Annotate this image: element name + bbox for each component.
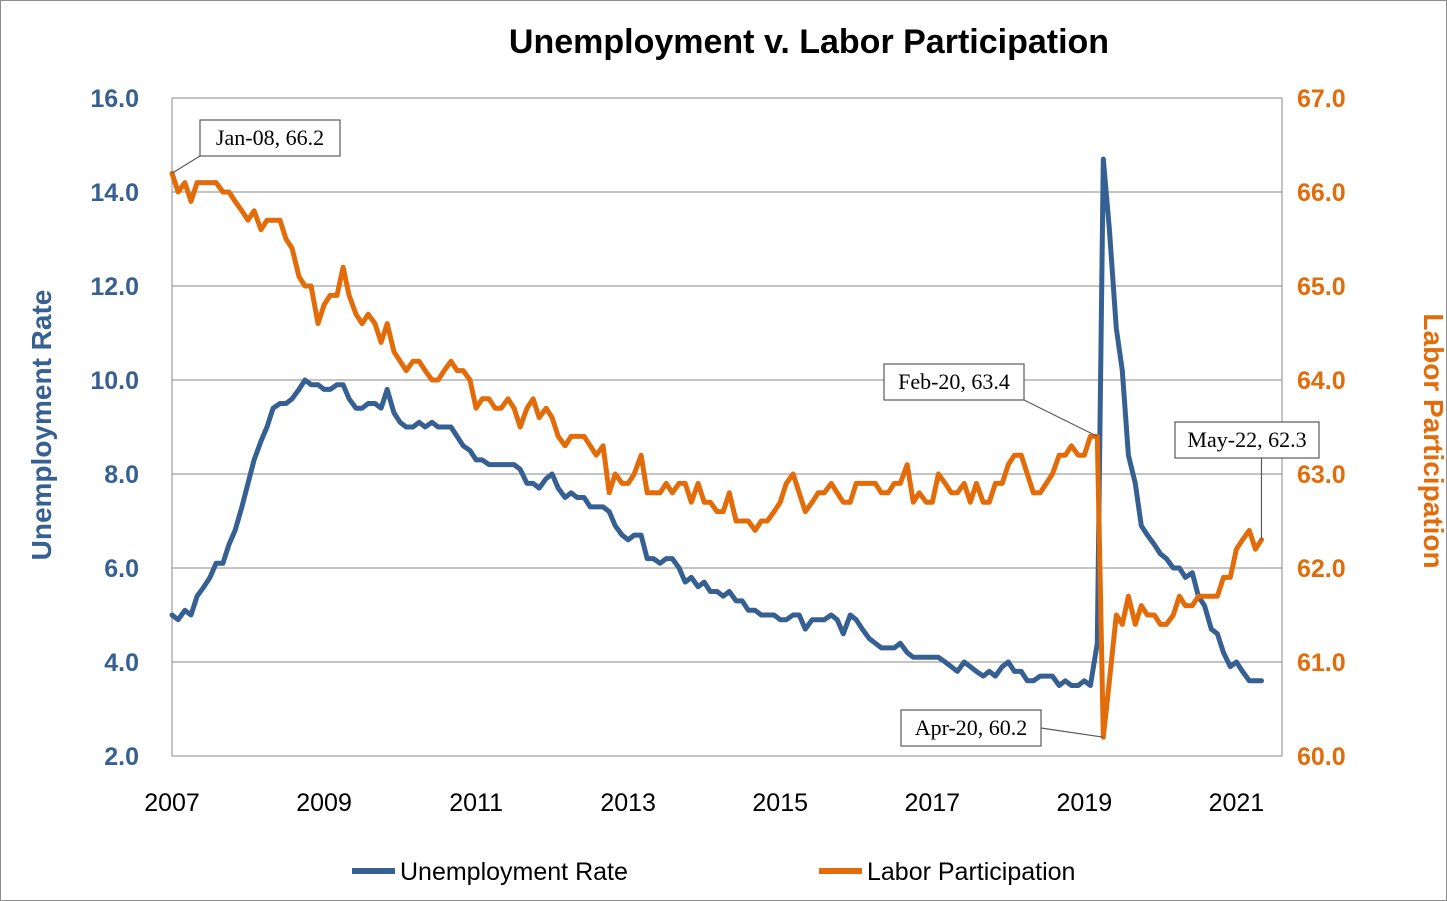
callout-box xyxy=(1174,421,1320,459)
left-tick-label: 10.0 xyxy=(90,367,139,395)
left-tick-label: 2.0 xyxy=(104,743,139,771)
legend: Unemployment Rate Labor Participation xyxy=(352,858,1075,886)
right-tick-label: 61.0 xyxy=(1297,649,1346,677)
callouts: Jan-08, 66.2 Feb-20, 63.4 Apr-20, 60.2 May-… xyxy=(171,119,1320,747)
callout-box xyxy=(199,119,341,157)
callout-label: May-22, 62.3 xyxy=(1187,427,1306,452)
x-tick-label: 2019 xyxy=(1057,789,1113,817)
x-tick-label: 2017 xyxy=(904,789,960,817)
callout-label: Apr-20, 60.2 xyxy=(915,715,1028,740)
series-lines xyxy=(169,156,1264,740)
callout-leader xyxy=(1040,727,1104,738)
right-axis-ticks: 60.0 61.0 62.0 63.0 64.0 65.0 66.0 67.0 xyxy=(1297,85,1346,771)
right-tick-label: 60.0 xyxy=(1297,743,1346,771)
right-tick-label: 67.0 xyxy=(1297,85,1346,113)
x-tick-label: 2021 xyxy=(1209,789,1265,817)
series-line-labor-participation xyxy=(169,170,1264,740)
left-tick-label: 12.0 xyxy=(90,273,139,301)
series-line-unemployment-rate xyxy=(169,156,1264,688)
chart-title: Unemployment v. Labor Participation xyxy=(509,23,1109,61)
left-axis-title: Unemployment Rate xyxy=(26,290,57,561)
left-tick-label: 8.0 xyxy=(104,461,139,489)
left-tick-label: 6.0 xyxy=(104,555,139,583)
callout-label: Feb-20, 63.4 xyxy=(898,369,1010,394)
x-tick-label: 2015 xyxy=(752,789,808,817)
x-tick-label: 2011 xyxy=(449,789,503,817)
right-tick-label: 63.0 xyxy=(1297,461,1346,489)
right-tick-label: 66.0 xyxy=(1297,179,1346,207)
callout-leader xyxy=(1023,399,1098,437)
legend-label-labor: Labor Participation xyxy=(867,858,1075,886)
left-tick-label: 14.0 xyxy=(90,179,139,207)
x-tick-label: 2007 xyxy=(144,789,200,817)
right-tick-label: 64.0 xyxy=(1297,367,1346,395)
left-tick-label: 4.0 xyxy=(104,649,139,677)
x-axis-ticks: 2007 2009 2011 2013 2015 2017 2019 2021 xyxy=(144,789,1264,817)
callout-leader xyxy=(171,155,201,174)
callout-label: Jan-08, 66.2 xyxy=(216,125,324,150)
left-axis-ticks: 2.0 4.0 6.0 8.0 10.0 12.0 14.0 16.0 xyxy=(90,85,139,771)
x-tick-label: 2013 xyxy=(600,789,656,817)
right-tick-label: 65.0 xyxy=(1297,273,1346,301)
axes xyxy=(171,98,1283,757)
legend-label-unemployment: Unemployment Rate xyxy=(400,858,628,886)
callout-box xyxy=(883,363,1025,401)
gridlines xyxy=(172,97,1282,757)
callout-box xyxy=(900,709,1042,747)
right-tick-label: 62.0 xyxy=(1297,555,1346,583)
left-tick-label: 16.0 xyxy=(90,85,139,113)
right-axis-title: Labor Participation xyxy=(1418,313,1446,568)
x-tick-label: 2009 xyxy=(296,789,352,817)
